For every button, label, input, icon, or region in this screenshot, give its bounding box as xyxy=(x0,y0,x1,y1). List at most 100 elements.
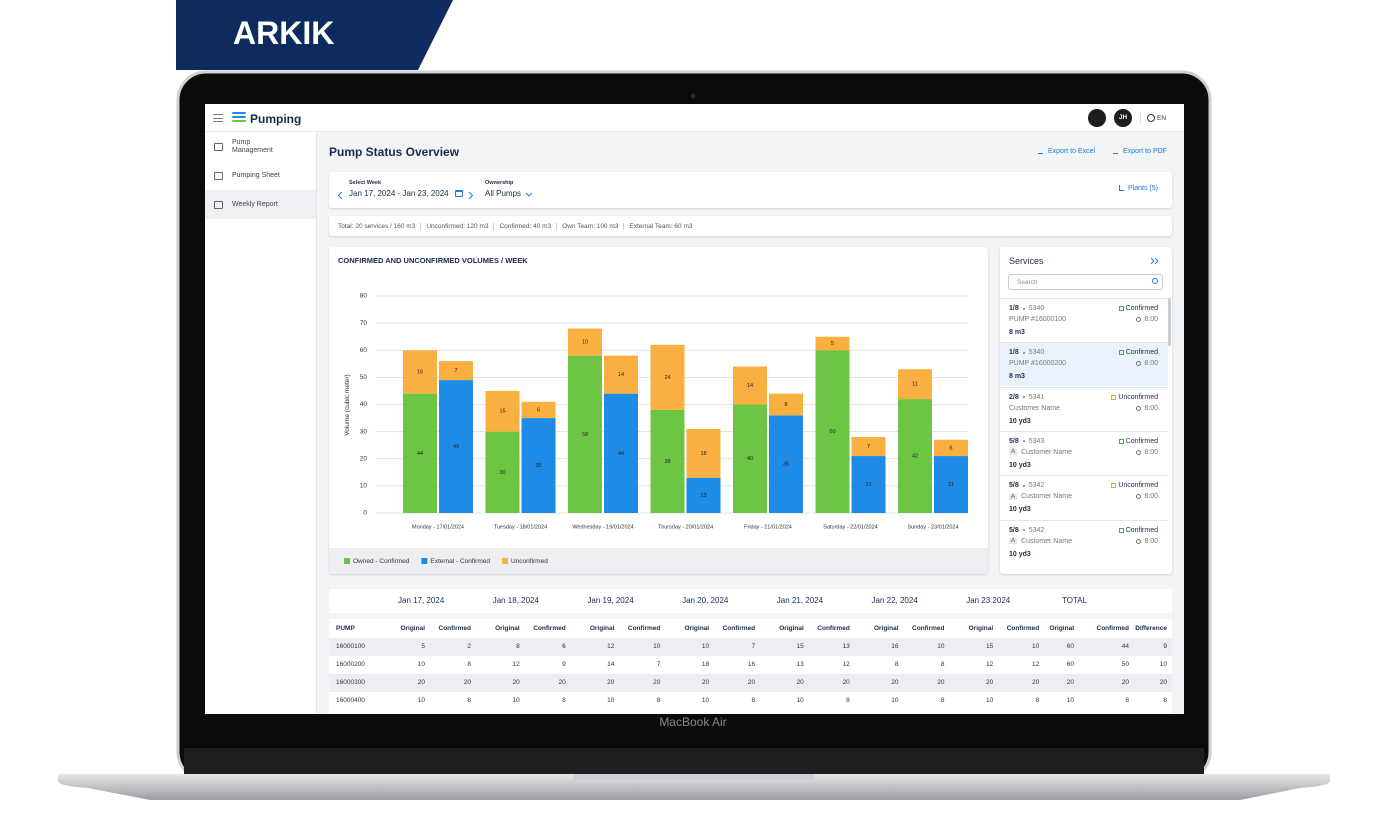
menu-icon[interactable] xyxy=(213,114,223,116)
y-tick-label: 60 xyxy=(360,347,368,354)
table-cell: 12 xyxy=(607,643,615,650)
table-cell: 15 xyxy=(796,643,804,650)
badge: A xyxy=(1009,538,1018,544)
service-time: 8:00 xyxy=(1136,493,1158,500)
data-label: 6 xyxy=(949,445,952,451)
service-code: 5342 xyxy=(1028,482,1045,490)
service-code: 5341 xyxy=(1028,393,1045,401)
service-line: Customer Name 8:00 xyxy=(1009,405,1158,412)
x-tick-label: Monday - 17/01/2024 xyxy=(412,524,464,530)
data-label: 36 xyxy=(783,462,789,468)
bar-segment xyxy=(769,393,803,416)
table-cell: 8 xyxy=(940,697,945,704)
service-item[interactable]: 5/8 5342 Confirmed A Customer Name 8:00 10 yd3 xyxy=(1000,519,1168,564)
table-gap xyxy=(329,613,1172,619)
avatar[interactable]: JH xyxy=(1114,109,1132,127)
table-cell: 8 xyxy=(846,697,850,704)
service-item[interactable]: 1/8 5340 Confirmed PUMP #16000100 8:00 8 m3 xyxy=(1000,298,1168,342)
screen: Pumping JH EN Pump Management Pumping She… xyxy=(205,104,1184,714)
data-label: 7 xyxy=(867,444,870,450)
table-cell: 20 xyxy=(1121,679,1129,686)
column-header: Original xyxy=(1049,625,1074,632)
column-header: Confirmed xyxy=(1096,625,1130,632)
menu-icon[interactable] xyxy=(213,121,223,123)
export-pdf[interactable]: Export to PDF xyxy=(1113,148,1167,155)
nav-item[interactable]: Pump Management xyxy=(205,132,316,161)
summary-item: Confirmed: 40 m3 xyxy=(493,222,556,230)
pump-table: Jan 17, 2024 Jan 18, 2024 Jan 19, 2024 Jan … xyxy=(329,589,1172,714)
bar-segment xyxy=(851,437,886,457)
dropdown-icon[interactable] xyxy=(525,192,533,198)
table-cell: 9 xyxy=(1163,643,1167,650)
apps-button[interactable] xyxy=(1088,109,1106,127)
week-value[interactable]: Jan 17, 2024 - Jan 23, 2024 xyxy=(349,189,449,198)
table-cell: 8 xyxy=(894,661,899,668)
clock-icon xyxy=(1136,405,1142,411)
table-cell: 13 xyxy=(796,661,804,668)
service-item[interactable]: 5/8 5342 Unconfirmed A Customer Name 8:00 10 y… xyxy=(1000,475,1168,519)
data-label: 21 xyxy=(948,482,954,488)
table-cell: 10 xyxy=(985,697,994,704)
service-item[interactable]: 1/8 5340 Confirmed PUMP #16000200 8:00 8 m3 xyxy=(1000,342,1168,387)
status-icon xyxy=(1111,394,1117,400)
service-line: 5/8 5343 Confirmed xyxy=(1009,438,1158,445)
status: Confirmed xyxy=(1118,349,1158,356)
status-text: Confirmed xyxy=(1125,437,1158,445)
globe-icon[interactable] xyxy=(1147,114,1155,122)
bar-segment xyxy=(521,418,556,513)
service-volume: 10 yd3 xyxy=(1009,461,1031,469)
table-cell: 20 xyxy=(1066,679,1074,686)
service-time: 8:00 xyxy=(1136,360,1158,367)
table-cell: 16 xyxy=(747,661,756,668)
search-input[interactable]: Search xyxy=(1008,274,1163,290)
filter-bar: Select Week Jan 17, 2024 - Jan 23, 2024 … xyxy=(329,172,1172,208)
search-icon xyxy=(1152,278,1158,284)
next-week[interactable] xyxy=(468,191,474,200)
prev-week[interactable] xyxy=(337,191,343,200)
table-cell: 8 xyxy=(467,661,471,668)
nav-item[interactable]: Weekly Report xyxy=(205,190,316,219)
table-cell: 8 xyxy=(562,697,566,704)
service-time: 8:00 xyxy=(1136,449,1158,456)
laptop-base xyxy=(58,774,1330,800)
service-line: 5/8 5342 Unconfirmed xyxy=(1009,482,1158,489)
data-label: 38 xyxy=(664,459,670,465)
device-label: MacBook Air xyxy=(659,715,726,729)
column-header: Original xyxy=(968,625,994,632)
ownership-value[interactable]: All Pumps xyxy=(485,189,522,198)
data-label: 40 xyxy=(747,456,753,462)
x-tick-label: Wednesday - 19/01/2024 xyxy=(572,524,633,530)
service-item[interactable]: 2/8 5341 Unconfirmed Customer Name 8:00 10 yd… xyxy=(1000,386,1168,431)
bullet xyxy=(1022,396,1025,399)
table-cell: 10 xyxy=(1066,697,1074,704)
service-line: 10 yd3 xyxy=(1009,418,1158,425)
table-cell: 20 xyxy=(796,679,804,686)
status: Confirmed xyxy=(1118,527,1158,534)
data-label: 60 xyxy=(829,429,835,435)
y-tick-label: 80 xyxy=(360,293,368,300)
export-excel[interactable]: Export to Excel xyxy=(1038,148,1095,155)
service-item[interactable]: 5/8 5343 Confirmed A Customer Name 8:00 10 yd3 xyxy=(1000,430,1168,475)
plants-button[interactable]: Plants (5) xyxy=(1128,185,1158,192)
bullet xyxy=(1022,529,1025,531)
table-cell: 8 xyxy=(940,661,945,668)
plants-icon xyxy=(1119,185,1124,191)
table-cell: 7 xyxy=(656,661,661,668)
legend-swatch xyxy=(421,558,428,564)
legend-swatch xyxy=(501,558,508,564)
calendar-icon[interactable] xyxy=(455,190,463,197)
nav-item[interactable]: Pumping Sheet xyxy=(205,161,316,190)
logo xyxy=(232,112,246,115)
collapse-icon[interactable] xyxy=(1150,257,1160,265)
table-cell: 44 xyxy=(1121,643,1129,650)
brand: ARKIK xyxy=(233,15,334,51)
x-tick-label: Saturday - 22/01/2024 xyxy=(823,524,877,530)
column-header: Confirmed xyxy=(912,625,945,632)
language[interactable]: EN xyxy=(1157,114,1167,122)
bar-segment xyxy=(898,369,932,400)
date-header: Jan 18, 2024 xyxy=(492,596,539,605)
bar-segment xyxy=(650,344,685,410)
service-customer: A Customer Name xyxy=(1009,493,1072,500)
menu-icon[interactable] xyxy=(213,117,223,119)
column-header: Confirmed xyxy=(1006,625,1040,632)
